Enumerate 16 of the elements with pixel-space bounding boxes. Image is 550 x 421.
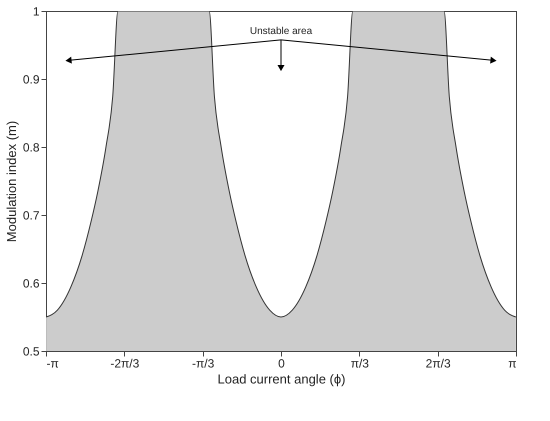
y-tick-label: 0.8 (22, 140, 40, 154)
x-tick-label: π (508, 356, 516, 370)
y-axis-title: Modulation index (m) (4, 120, 19, 242)
x-tick-label: -π (46, 356, 59, 370)
x-tick-label: -2π/3 (110, 356, 140, 370)
x-axis-title: Load current angle (ϕ) (218, 372, 346, 386)
x-tick-label: 2π/3 (426, 356, 451, 370)
x-tick-label: -π/3 (192, 356, 215, 370)
annotation: Unstable area (250, 26, 313, 37)
x-tick-label: π/3 (350, 356, 370, 370)
y-tick-label: 0.9 (22, 72, 40, 86)
y-tick-label: 1 (32, 4, 40, 18)
y-tick-label: 0.7 (22, 208, 40, 222)
y-tick-label: 0.5 (22, 344, 40, 358)
x-tick-label: 0 (278, 356, 286, 370)
y-tick-label: 0.6 (22, 276, 40, 290)
